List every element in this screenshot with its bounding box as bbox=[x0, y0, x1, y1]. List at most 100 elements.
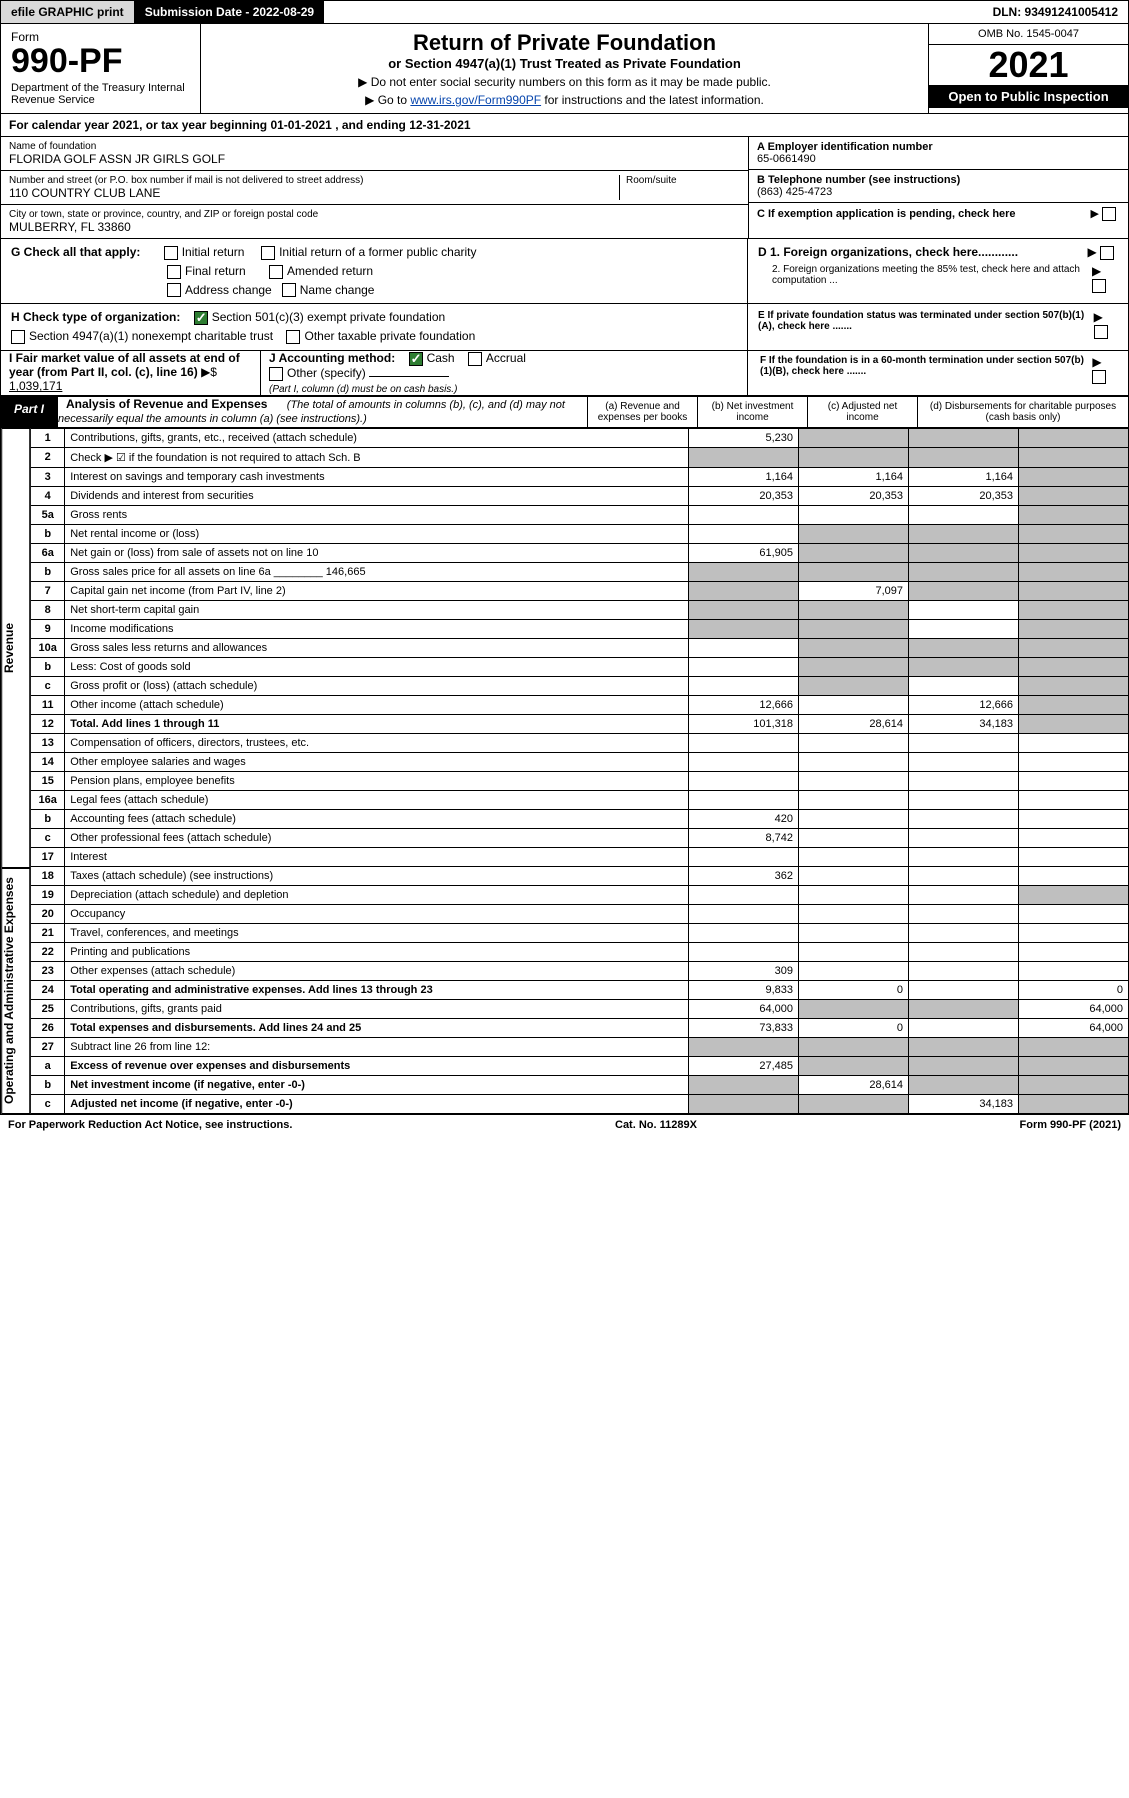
col-a-value bbox=[689, 638, 799, 657]
col-c-value bbox=[909, 1075, 1019, 1094]
header-left: Form 990-PF Department of the Treasury I… bbox=[1, 24, 201, 113]
j-accrual-checkbox[interactable] bbox=[468, 352, 482, 366]
section-e: E If private foundation status was termi… bbox=[748, 304, 1128, 350]
ein-label: A Employer identification number bbox=[757, 141, 1120, 153]
col-a-value: 362 bbox=[689, 866, 799, 885]
col-d-value bbox=[1019, 1094, 1129, 1113]
g-initial-public-checkbox[interactable] bbox=[261, 246, 275, 260]
line-desc: Contributions, gifts, grants, etc., rece… bbox=[65, 428, 689, 447]
col-b-value bbox=[799, 562, 909, 581]
submission-date: Submission Date - 2022-08-29 bbox=[135, 1, 324, 23]
d1-checkbox[interactable] bbox=[1100, 246, 1114, 260]
col-b-value bbox=[799, 885, 909, 904]
revenue-side-label: Revenue bbox=[1, 428, 30, 868]
footer-right: Form 990-PF (2021) bbox=[1020, 1119, 1121, 1131]
col-b-value bbox=[799, 961, 909, 980]
section-ij-f: I Fair market value of all assets at end… bbox=[0, 351, 1129, 396]
col-c-header: (c) Adjusted net income bbox=[808, 397, 918, 427]
line-number: c bbox=[31, 676, 65, 695]
col-b-value bbox=[799, 428, 909, 447]
table-row: 21Travel, conferences, and meetings bbox=[31, 923, 1129, 942]
table-row: cOther professional fees (attach schedul… bbox=[31, 828, 1129, 847]
d2-checkbox[interactable] bbox=[1092, 279, 1106, 293]
g-amended-checkbox[interactable] bbox=[269, 265, 283, 279]
col-b-value bbox=[799, 866, 909, 885]
g-initial-checkbox[interactable] bbox=[164, 246, 178, 260]
col-a-value bbox=[689, 619, 799, 638]
line-desc: Net gain or (loss) from sale of assets n… bbox=[65, 543, 689, 562]
col-d-header: (d) Disbursements for charitable purpose… bbox=[918, 397, 1128, 427]
line-desc: Less: Cost of goods sold bbox=[65, 657, 689, 676]
col-b-value bbox=[799, 790, 909, 809]
addr-label: Number and street (or P.O. box number if… bbox=[9, 175, 613, 186]
col-a-value bbox=[689, 752, 799, 771]
col-d-value bbox=[1019, 828, 1129, 847]
col-a-value: 8,742 bbox=[689, 828, 799, 847]
g-address-checkbox[interactable] bbox=[167, 283, 181, 297]
line-number: 22 bbox=[31, 942, 65, 961]
col-d-value bbox=[1019, 428, 1129, 447]
table-row: 22Printing and publications bbox=[31, 942, 1129, 961]
col-a-value bbox=[689, 771, 799, 790]
line-desc: Subtract line 26 from line 12: bbox=[65, 1037, 689, 1056]
col-c-value bbox=[909, 447, 1019, 467]
col-d-value bbox=[1019, 619, 1129, 638]
h-501c3-checkbox[interactable] bbox=[194, 311, 208, 325]
line-number: 2 bbox=[31, 447, 65, 467]
f-checkbox[interactable] bbox=[1092, 370, 1106, 384]
form-subtitle: or Section 4947(a)(1) Trust Treated as P… bbox=[211, 56, 918, 71]
g-opt-2: Address change bbox=[185, 283, 272, 297]
form-url-link[interactable]: www.irs.gov/Form990PF bbox=[410, 93, 541, 107]
h-other-checkbox[interactable] bbox=[286, 330, 300, 344]
c-checkbox[interactable] bbox=[1102, 207, 1116, 221]
city-label: City or town, state or province, country… bbox=[9, 209, 740, 220]
table-row: 19Depreciation (attach schedule) and dep… bbox=[31, 885, 1129, 904]
g-opt-0: Initial return bbox=[182, 245, 245, 259]
efile-print-button[interactable]: efile GRAPHIC print bbox=[1, 1, 135, 23]
col-d-value bbox=[1019, 1056, 1129, 1075]
info-right: A Employer identification number 65-0661… bbox=[748, 137, 1128, 238]
j-other-checkbox[interactable] bbox=[269, 367, 283, 381]
col-c-value bbox=[909, 904, 1019, 923]
cal-pre: For calendar year 2021, or tax year begi… bbox=[9, 118, 270, 132]
table-row: 11Other income (attach schedule)12,66612… bbox=[31, 695, 1129, 714]
line-number: 4 bbox=[31, 486, 65, 505]
table-row: bLess: Cost of goods sold bbox=[31, 657, 1129, 676]
line-desc: Gross profit or (loss) (attach schedule) bbox=[65, 676, 689, 695]
j-cash-checkbox[interactable] bbox=[409, 352, 423, 366]
e-checkbox[interactable] bbox=[1094, 325, 1108, 339]
col-d-value bbox=[1019, 923, 1129, 942]
line-desc: Total expenses and disbursements. Add li… bbox=[65, 1018, 689, 1037]
col-c-value bbox=[909, 980, 1019, 999]
h-4947-checkbox[interactable] bbox=[11, 330, 25, 344]
h-opt3: Other taxable private foundation bbox=[304, 329, 475, 343]
phone-label: B Telephone number (see instructions) bbox=[757, 174, 1120, 186]
table-row: 24Total operating and administrative exp… bbox=[31, 980, 1129, 999]
line-number: 9 bbox=[31, 619, 65, 638]
col-c-value bbox=[909, 619, 1019, 638]
col-d-value bbox=[1019, 847, 1129, 866]
col-d-value bbox=[1019, 942, 1129, 961]
col-c-value bbox=[909, 961, 1019, 980]
line-desc: Travel, conferences, and meetings bbox=[65, 923, 689, 942]
col-c-value bbox=[909, 999, 1019, 1018]
foundation-city: MULBERRY, FL 33860 bbox=[9, 220, 740, 234]
col-d-value bbox=[1019, 809, 1129, 828]
phone-value: (863) 425-4723 bbox=[757, 186, 1120, 198]
col-b-value: 28,614 bbox=[799, 714, 909, 733]
e-label: E If private foundation status was termi… bbox=[758, 310, 1094, 339]
line-number: 20 bbox=[31, 904, 65, 923]
line-desc: Interest on savings and temporary cash i… bbox=[65, 467, 689, 486]
col-a-value bbox=[689, 847, 799, 866]
g-name-checkbox[interactable] bbox=[282, 283, 296, 297]
part1-tab: Part I bbox=[0, 396, 58, 428]
table-row: 18Taxes (attach schedule) (see instructi… bbox=[31, 866, 1129, 885]
col-d-value bbox=[1019, 447, 1129, 467]
top-bar: efile GRAPHIC print Submission Date - 20… bbox=[0, 0, 1129, 24]
col-c-value: 34,183 bbox=[909, 1094, 1019, 1113]
col-c-value bbox=[909, 752, 1019, 771]
col-b-value bbox=[799, 695, 909, 714]
table-row: aExcess of revenue over expenses and dis… bbox=[31, 1056, 1129, 1075]
g-final-checkbox[interactable] bbox=[167, 265, 181, 279]
col-d-value bbox=[1019, 733, 1129, 752]
